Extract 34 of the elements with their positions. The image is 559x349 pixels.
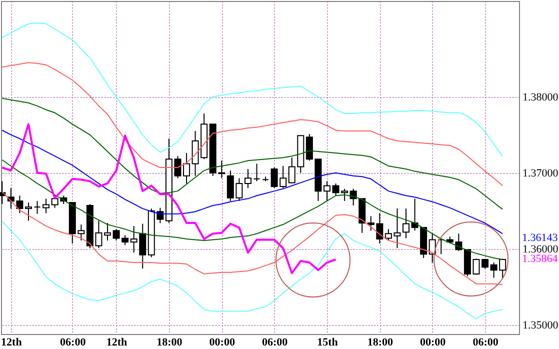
line-series bbox=[2, 22, 504, 157]
candlestick bbox=[183, 152, 190, 184]
line-series bbox=[1, 123, 337, 274]
candlestick bbox=[34, 200, 41, 214]
candlestick bbox=[402, 208, 410, 239]
text: 1.35864 bbox=[522, 253, 558, 266]
line-series bbox=[2, 220, 504, 320]
candlestick bbox=[323, 180, 330, 202]
line-series bbox=[2, 98, 504, 210]
y-tick-label: 1.37000 bbox=[522, 167, 559, 180]
y-tick-label: 1.38000 bbox=[522, 91, 559, 104]
x-tick-label: 15th bbox=[317, 336, 338, 348]
candlestick bbox=[253, 163, 260, 182]
x-tick-label: 12th bbox=[1, 336, 22, 348]
x-tick-label: 18:00 bbox=[367, 336, 394, 348]
x-tick-label: 06:00 bbox=[472, 336, 499, 348]
x-tick-label: 06:00 bbox=[262, 336, 288, 348]
x-tick-label: 12th bbox=[106, 336, 128, 348]
y-tick-label: 1.35000 bbox=[522, 319, 559, 332]
candlestick bbox=[244, 168, 252, 189]
x-tick-label: 00:00 bbox=[420, 336, 446, 348]
candlestick bbox=[482, 258, 489, 270]
candlestick bbox=[42, 198, 50, 214]
x-tick-label: 00:00 bbox=[209, 336, 236, 348]
line-series bbox=[2, 191, 504, 286]
x-tick-label: 06:00 bbox=[60, 336, 86, 348]
candlestick bbox=[24, 202, 32, 222]
text: 1.36143 bbox=[522, 232, 558, 244]
candlestick bbox=[438, 238, 445, 255]
x-tick-label: 18:00 bbox=[156, 336, 183, 348]
y-tick-label: 1.36000 bbox=[522, 243, 559, 256]
line-series bbox=[2, 130, 504, 234]
line-series bbox=[2, 62, 504, 186]
candlestick bbox=[104, 222, 111, 241]
